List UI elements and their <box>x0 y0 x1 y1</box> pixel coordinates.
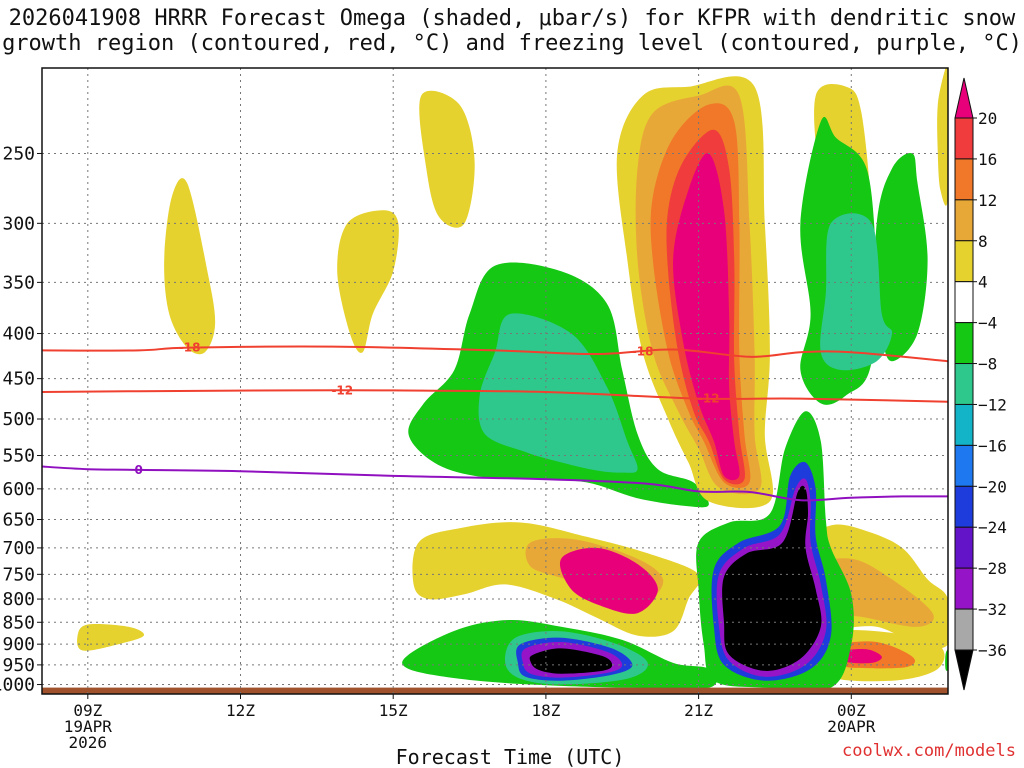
ground-layer <box>42 687 948 694</box>
omega-region <box>529 648 613 674</box>
omega-region <box>937 68 948 206</box>
colorbar-label: −28 <box>978 559 1007 578</box>
colorbar-label: −12 <box>978 395 1007 414</box>
y-tick-label: 400 <box>2 324 35 345</box>
y-tick-label: 350 <box>2 272 35 293</box>
x-tick-label: 00Z <box>837 701 866 720</box>
omega-region <box>77 624 145 651</box>
x-tick-label: 19APR <box>64 717 113 736</box>
contour-line <box>42 389 948 403</box>
colorbar-swatch <box>954 403 974 446</box>
colorbar-swatch <box>954 281 974 324</box>
y-tick-label: 550 <box>2 446 35 467</box>
chart-title: 2026041908 HRRR Forecast Omega (shaded, … <box>0 6 1024 56</box>
contour-label: -12 <box>698 392 720 406</box>
colorbar-swatch <box>954 322 974 365</box>
colorbar-label: −16 <box>978 436 1007 455</box>
omega-shading <box>77 68 948 692</box>
omega-colorbar: 20 16 12 8 4 −4 −8 −12 −16 −20 −24 −28 −32 −36 <box>954 77 1007 691</box>
colorbar-label: −36 <box>978 641 1007 660</box>
omega-region <box>337 210 399 353</box>
colorbar-label: −24 <box>978 518 1007 537</box>
x-tick-label: 09Z <box>73 701 102 720</box>
y-tick-label: 500 <box>2 409 35 430</box>
omega-region <box>419 90 475 228</box>
colorbar-swatch <box>954 608 974 651</box>
colorbar-swatch <box>954 526 974 569</box>
colorbar-swatch <box>954 117 974 160</box>
omega-region <box>559 547 658 614</box>
y-tick-label: 650 <box>2 510 35 531</box>
y-tick-label: 950 <box>2 655 35 676</box>
title-line-2: growth region (contoured, red, °C) and f… <box>2 31 1022 56</box>
contour-label: 0 <box>135 463 143 477</box>
contour-line <box>42 345 948 363</box>
colorbar-label: −20 <box>978 477 1007 496</box>
x-tick-label: 12Z <box>226 701 255 720</box>
y-tick-label: 600 <box>2 479 35 500</box>
colorbar-swatch <box>954 485 974 528</box>
omega-region <box>839 649 882 664</box>
colorbar-bottom-arrow <box>954 649 974 691</box>
plot-frame <box>41 67 949 695</box>
colorbar-label: −32 <box>978 600 1007 619</box>
contour-label: -12 <box>331 383 353 397</box>
colorbar-swatch <box>954 363 974 405</box>
colorbar-label: 12 <box>978 191 997 210</box>
y-tick-label: 450 <box>2 369 35 390</box>
y-tick-label: 700 <box>2 538 35 559</box>
credit-link[interactable]: coolwx.com/models <box>842 741 1016 761</box>
colorbar-label: 20 <box>978 109 997 128</box>
colorbar-label: 16 <box>978 150 997 169</box>
colorbar-label: 8 <box>978 232 988 251</box>
x-tick-label: 20APR <box>827 717 876 736</box>
x-tick-label: 2026 <box>69 733 108 752</box>
title-line-1: 2026041908 HRRR Forecast Omega (shaded, … <box>8 6 1016 31</box>
contour-label: -18 <box>632 344 654 358</box>
colorbar-label: 4 <box>978 273 988 292</box>
omega-region <box>722 485 822 671</box>
colorbar-label: −4 <box>978 314 997 333</box>
y-tick-label: 850 <box>2 612 35 633</box>
ground-strip <box>42 687 948 694</box>
y-tick-label: 250 <box>2 143 35 164</box>
x-tick-label: 15Z <box>379 701 408 720</box>
colorbar-swatch <box>954 199 974 242</box>
colorbar-swatch <box>954 444 974 487</box>
colorbar-swatch <box>954 567 974 610</box>
contour-line <box>42 465 948 502</box>
x-axis-title: Forecast Time (UTC) <box>396 745 625 768</box>
pressure-axis: 2503003504004505005506006507007508008509… <box>0 143 42 696</box>
grid-lines <box>42 68 948 694</box>
omega-region <box>164 178 216 355</box>
y-tick-label: 800 <box>2 589 35 610</box>
colorbar-label: −8 <box>978 355 997 374</box>
x-tick-label: 21Z <box>684 701 713 720</box>
omega-region <box>820 213 893 371</box>
y-tick-label: 1000 <box>0 675 35 696</box>
x-tick-label: 18Z <box>531 701 560 720</box>
contour-label: -18 <box>179 341 201 355</box>
y-tick-label: 300 <box>2 213 35 234</box>
y-tick-label: 900 <box>2 634 35 655</box>
temperature-contours: -18 -18 -12 -12 0 <box>42 341 948 502</box>
colorbar-swatch <box>954 158 974 201</box>
y-tick-label: 750 <box>2 564 35 585</box>
colorbar-swatch <box>954 240 974 283</box>
colorbar-top-arrow <box>954 77 974 119</box>
